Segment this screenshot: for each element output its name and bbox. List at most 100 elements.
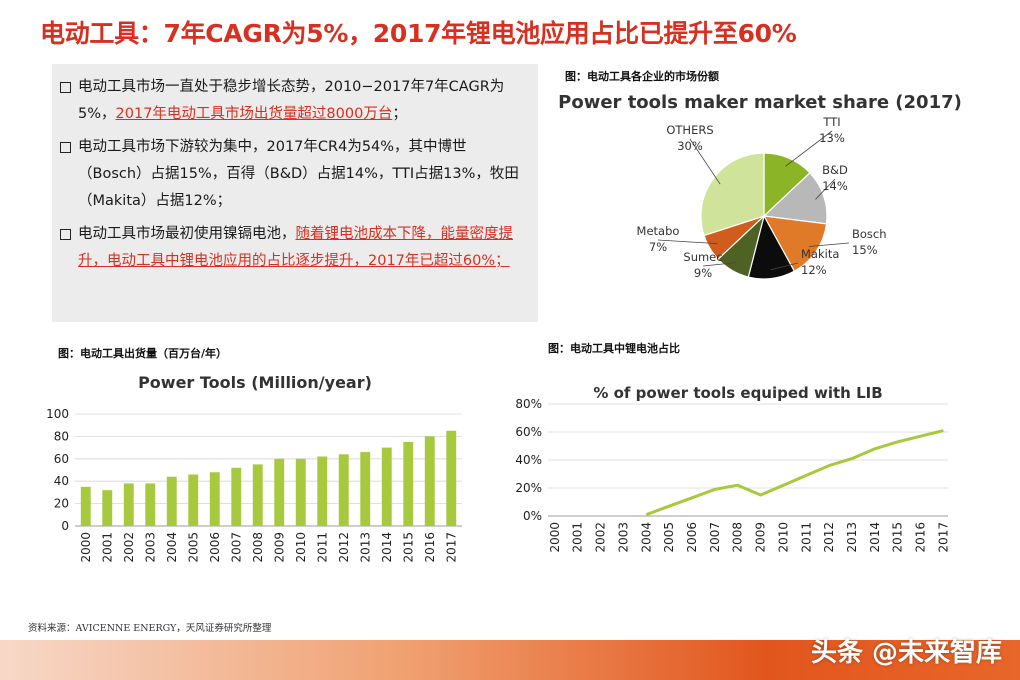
source-note: 资料来源：AVICENNE ENERGY，天风证券研究所整理: [28, 623, 272, 634]
line-xtick-label: 2013: [845, 522, 859, 553]
bar-2009: [274, 458, 285, 526]
pie-slice-bd: [762, 172, 828, 225]
bar-xtick-label: 2012: [337, 532, 351, 563]
pie-label-value: 12%: [801, 263, 827, 277]
bullet-text: 电动工具市场最初使用镍镉电池，: [78, 226, 296, 242]
bar-xtick-label: 2006: [208, 532, 222, 563]
line-caption: 图：电动工具中锂电池占比: [548, 342, 680, 355]
line-xtick-label: 2014: [868, 522, 882, 553]
bullet-item: 电动工具市场最初使用镍镉电池，随着锂电池成本下降，能量密度提升，电动工具中锂电池…: [60, 221, 528, 275]
square-bullet-icon: [60, 82, 71, 93]
bar-xtick-label: 2009: [272, 532, 286, 563]
bar-2006: [209, 472, 220, 526]
bar-2012: [338, 454, 349, 526]
line-xtick-label: 2004: [639, 522, 653, 553]
line-xtick-label: 2005: [662, 522, 676, 553]
bullet-item: 电动工具市场一直处于稳步增长态势，2010−2017年7年CAGR为5%，201…: [60, 74, 528, 128]
bar-xtick-label: 2005: [186, 532, 200, 563]
square-bullet-icon: [60, 142, 71, 153]
bar-2015: [403, 442, 414, 526]
line-ytick-label: 80%: [515, 397, 542, 411]
bullet-text: 电动工具市场一直处于稳步增长态势，2010−2017年7年CAGR为5%，: [78, 79, 505, 122]
pie-label-value: 15%: [852, 243, 878, 257]
bar-2007: [231, 467, 242, 526]
bar-ytick-label: 80: [54, 429, 69, 443]
pie-label-name: Bosch: [852, 227, 887, 241]
bar-caption: 图：电动工具出货量（百万台/年）: [58, 347, 228, 360]
footer-band: [0, 640, 1020, 680]
bar-xtick-label: 2016: [423, 532, 437, 563]
bar-2005: [188, 474, 199, 526]
square-bullet-icon: [60, 229, 71, 240]
pie-leader-line: [815, 178, 836, 200]
line-title: % of power tools equiped with LIB: [593, 384, 882, 402]
bar-xtick-label: 2008: [251, 532, 265, 563]
pie-label-name: B&D: [822, 163, 848, 177]
pie-leader-line: [657, 239, 718, 244]
pie-leader-line: [770, 262, 799, 271]
bar-2016: [424, 436, 435, 526]
pie-slice-others: [700, 152, 765, 237]
bullet-text: 电动工具市场下游较为集中，2017年CR4为54%，其中博世（Bosch）占据1…: [78, 139, 519, 209]
pie-leader-line: [785, 130, 833, 167]
line-chart: % of power tools equiped with LIB 0% 20% 4…: [515, 384, 950, 553]
bar-title: Power Tools (Million/year): [138, 373, 372, 392]
pie-label-value: 7%: [649, 240, 667, 254]
pie-title: Power tools maker market share (2017): [558, 92, 962, 113]
pie-chart: Power tools maker market share (2017) TT…: [558, 92, 962, 280]
pie-label-value: 9%: [694, 266, 712, 280]
bar-xtick-label: 2014: [380, 532, 394, 563]
pie-label-value: 13%: [819, 131, 845, 145]
bar-2011: [317, 456, 328, 526]
bar-2017: [446, 430, 457, 526]
bar-2003: [145, 483, 156, 526]
bar-xtick-label: 2015: [401, 532, 415, 563]
line-xtick-label: 2015: [891, 522, 905, 553]
line-xtick-label: 2009: [754, 522, 768, 553]
watermark: 头条 @未来智库: [810, 638, 1002, 668]
bar-chart: Power Tools (Million/year) 020406080100 …: [46, 373, 462, 563]
bar-2004: [166, 476, 177, 526]
line-xtick-label: 2007: [708, 522, 722, 553]
line-xtick-label: 2012: [822, 522, 836, 553]
bar-xtick-label: 2007: [229, 532, 243, 563]
bar-ytick-label: 40: [54, 474, 69, 488]
pie-label-name: Makita: [801, 247, 839, 261]
bar-xtick-label: 2003: [143, 532, 157, 563]
pie-label-name: Metabo: [637, 224, 680, 238]
line-xtick-label: 2006: [685, 522, 699, 553]
line-xtick-label: 2010: [776, 522, 790, 553]
pie-leader-line: [702, 262, 737, 267]
bar-ytick-label: 20: [54, 497, 69, 511]
bar-xtick-label: 2002: [122, 532, 136, 563]
pie-slice-bosch: [762, 215, 828, 273]
bullet-item: 电动工具市场下游较为集中，2017年CR4为54%，其中博世（Bosch）占据1…: [60, 134, 528, 215]
bar-xtick-label: 2011: [315, 532, 329, 563]
bar-2014: [381, 447, 392, 526]
line-xtick-label: 2011: [799, 522, 813, 553]
bar-xtick-label: 2017: [444, 532, 458, 563]
bar-ytick-label: 60: [54, 452, 69, 466]
bar-xtick-label: 2010: [294, 532, 308, 563]
bullet-highlight: 2017年电动工具市场出货量超过8000万台: [115, 106, 393, 122]
bar-xtick-label: 2000: [79, 532, 93, 563]
bar-2008: [252, 464, 263, 526]
bullet-highlight: 随着锂电池成本下降，能量密度提升，电动工具中锂电池应用的占比逐步提升，2017年…: [78, 226, 513, 269]
line-ytick-label: 40%: [515, 453, 542, 467]
line-ytick-label: 0%: [523, 509, 542, 523]
bar-xtick-label: 2001: [100, 532, 114, 563]
bar-ytick-label: 0: [61, 519, 69, 533]
pie-label-name: OTHERS: [666, 123, 713, 137]
bar-xtick-label: 2004: [165, 532, 179, 563]
line-xtick-label: 2017: [936, 522, 950, 553]
bar-2001: [102, 490, 113, 526]
pie-label-name: Sumec: [683, 250, 722, 264]
bar-2000: [80, 486, 91, 526]
line-series-lib-share: [645, 429, 944, 517]
bar-xtick-label: 2013: [358, 532, 372, 563]
line-ytick-label: 20%: [515, 481, 542, 495]
pie-leader-line: [689, 138, 721, 185]
line-xtick-label: 2002: [594, 522, 608, 553]
pie-label-value: 14%: [822, 179, 848, 193]
line-xtick-label: 2001: [571, 522, 585, 553]
